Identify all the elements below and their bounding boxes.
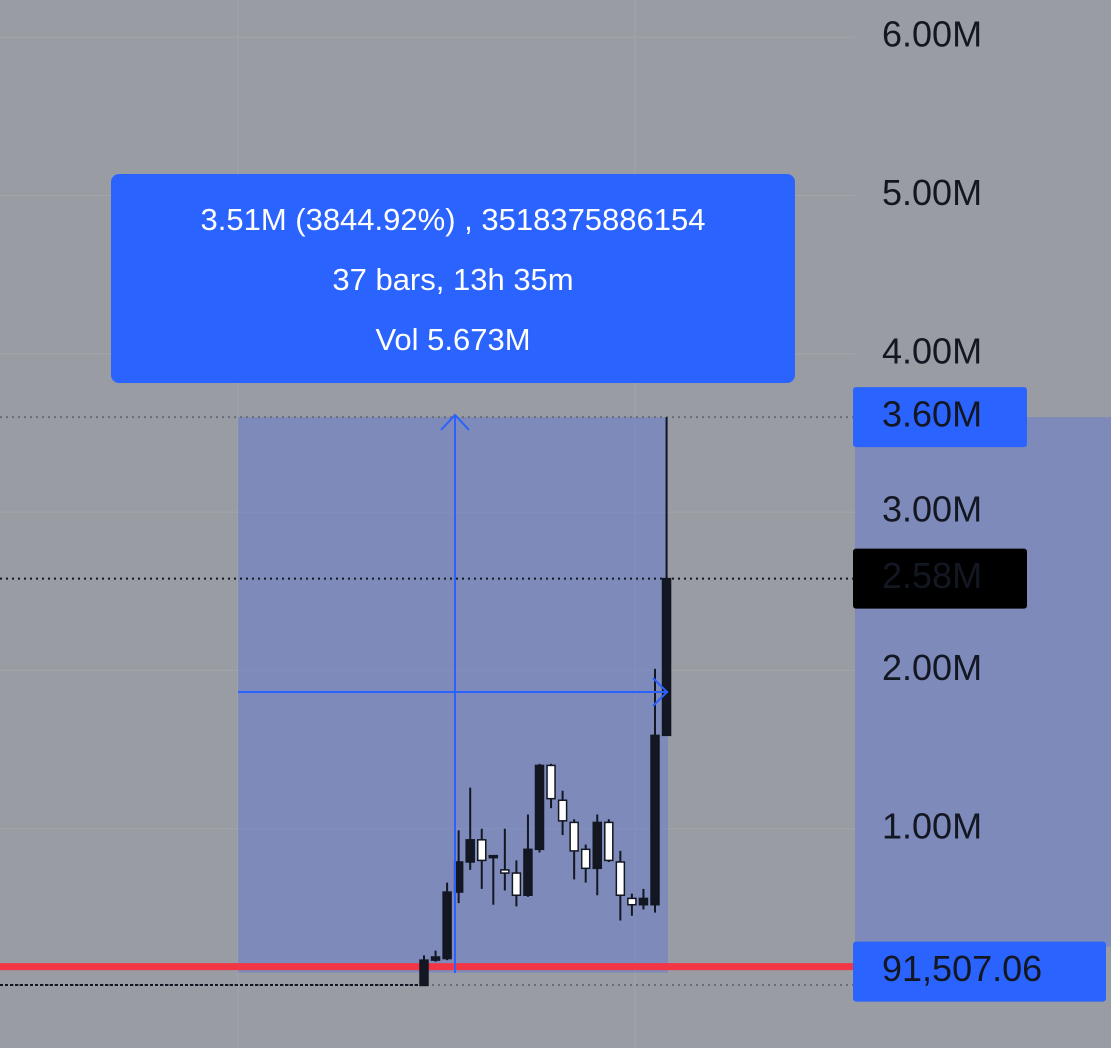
measure-duration: 37 bars, 13h 35m xyxy=(332,262,573,297)
overlay: 3.51M (3844.92%) , 3518375886154 37 bars… xyxy=(111,174,795,973)
candle-body xyxy=(546,764,556,800)
axis-range-highlight xyxy=(855,417,1111,947)
price-label: 3.60M xyxy=(882,394,982,435)
y-tick-label: 2.00M xyxy=(882,647,982,688)
measure-range xyxy=(238,417,668,973)
candle-body xyxy=(430,956,441,961)
y-tick-label: 6.00M xyxy=(882,14,982,55)
candle-body xyxy=(442,891,452,960)
candle-body xyxy=(661,577,672,737)
y-tick-label: 3.00M xyxy=(882,489,982,530)
candle-body xyxy=(511,872,522,896)
arrow-head xyxy=(440,413,470,431)
candle-body xyxy=(604,821,614,862)
price-axis: 1.00M 2.00M 3.00M 4.00M 5.00M 6.00M 3.60M 2.58M… xyxy=(853,14,1106,1002)
candle-body xyxy=(557,799,568,822)
candle-body xyxy=(580,848,591,870)
y-tick-label: 1.00M xyxy=(882,805,982,846)
candle-body xyxy=(650,734,660,906)
price-label-box xyxy=(853,387,1027,448)
candle-body xyxy=(523,848,533,896)
candle-body xyxy=(615,861,626,896)
price-label: 2.58M xyxy=(882,555,982,596)
measure-change: 3.51M (3844.92%) , 3518375886154 xyxy=(200,202,705,237)
measure-info-box xyxy=(111,174,795,383)
candle-body xyxy=(627,897,637,906)
price-label: 91,507.06 xyxy=(882,948,1042,989)
candle-body xyxy=(500,869,510,874)
candles xyxy=(419,417,672,987)
candle-body xyxy=(465,839,475,863)
measure-volume: Vol 5.673M xyxy=(375,322,530,357)
candle-body xyxy=(419,959,429,987)
arrow-head xyxy=(652,677,669,707)
price-label-box xyxy=(853,548,1027,609)
price-label-box xyxy=(853,941,1106,1002)
candle-body xyxy=(534,764,545,851)
candle-body xyxy=(477,839,487,862)
y-tick-label: 4.00M xyxy=(882,330,982,371)
candle-body xyxy=(592,821,602,870)
candle-body xyxy=(638,897,649,906)
y-tick-label: 5.00M xyxy=(882,172,982,213)
candle-body xyxy=(488,854,499,859)
candle-body xyxy=(569,821,579,852)
